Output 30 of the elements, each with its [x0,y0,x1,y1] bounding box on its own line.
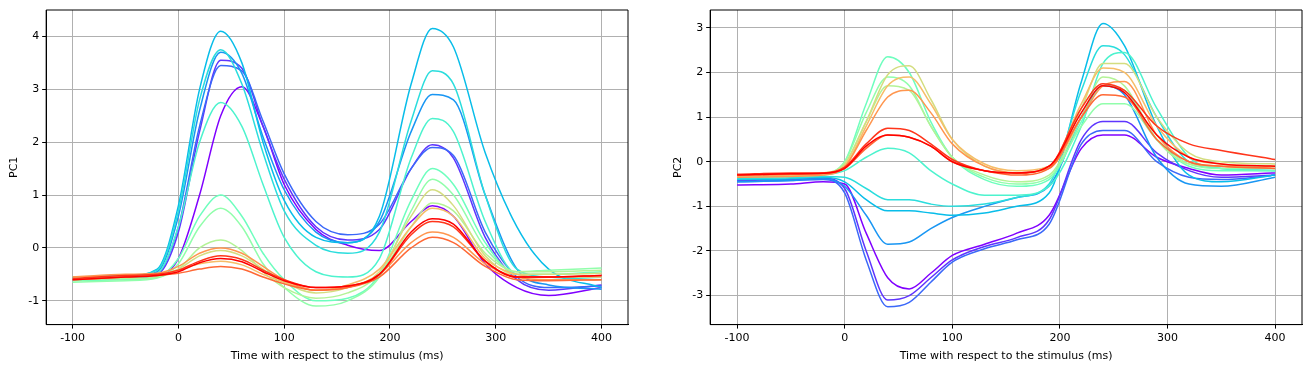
x-tick-label: -100 [724,331,750,345]
x-tick-label: 300 [1156,331,1178,345]
line-series [736,22,1276,217]
x-axis-title: Time with respect to the stimulus (ms) [898,349,1113,363]
x-tick-label: 100 [273,331,295,345]
x-tick-label: 300 [485,331,507,345]
y-tick-label: -2 [692,243,704,257]
y-tick-label: 3 [32,82,40,96]
y-tick-label: -3 [692,288,704,302]
y-tick-label: 0 [32,240,40,254]
x-tick-label: 0 [841,331,849,345]
y-tick-label: 2 [32,135,40,149]
y-tick-label: 4 [32,29,40,43]
x-tick-label: -100 [60,331,86,345]
y-tick-label: 3 [696,20,704,34]
y-axis-title: PC1 [7,156,21,178]
x-axis-title: Time with respect to the stimulus (ms) [229,349,444,363]
y-axis-title: PC2 [671,156,685,178]
y-tick-label: 1 [32,187,40,201]
x-tick-label: 200 [1049,331,1071,345]
y-tick-label: 2 [696,65,704,79]
y-tick-label: 1 [696,109,704,123]
x-tick-label: 400 [1264,331,1286,345]
x-tick-label: 200 [379,331,401,345]
y-tick-label: -1 [692,199,704,213]
x-tick-label: 0 [174,331,182,345]
y-tick-label: -1 [28,293,40,307]
y-tick-label: 0 [696,154,704,168]
x-tick-label: 100 [941,331,963,345]
x-tick-label: 400 [591,331,613,345]
